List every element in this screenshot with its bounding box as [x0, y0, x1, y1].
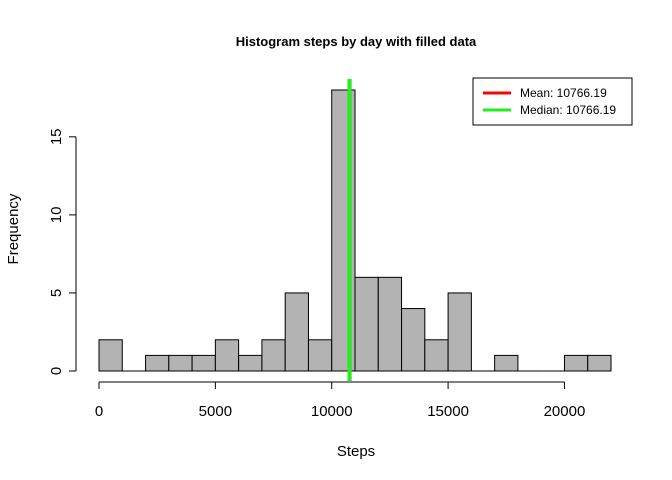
histogram-bar [424, 339, 449, 372]
chart-title: Histogram steps by day with filled data [236, 34, 477, 49]
x-tick-label: 0 [95, 403, 103, 420]
legend: Mean: 10766.19 Median: 10766.19 [472, 77, 633, 126]
legend-box [472, 77, 633, 126]
histogram-bar [191, 354, 216, 372]
y-tick-label: 5 [48, 289, 65, 297]
x-tick-label: 10000 [311, 403, 353, 420]
bars-group [98, 89, 612, 372]
histogram-bar [145, 354, 170, 372]
y-tick-label: 10 [48, 207, 65, 224]
histogram-bar [587, 354, 612, 372]
x-tick-label: 5000 [199, 403, 232, 420]
histogram-bar [307, 339, 333, 372]
histogram-bar [261, 339, 286, 372]
x-axis-label: Steps [337, 443, 375, 460]
histogram-bar [563, 354, 589, 372]
x-axis: 0 5000 10000 15000 20000 [95, 381, 586, 420]
y-axis-label: Frequency [5, 193, 22, 264]
histogram-bar [214, 339, 240, 372]
legend-entry-label: Mean: 10766.19 [520, 86, 607, 100]
histogram-bar [447, 292, 472, 372]
x-tick-label: 15000 [427, 403, 469, 420]
y-tick-label: 0 [48, 367, 65, 375]
histogram-bar [377, 276, 403, 372]
histogram-bar [494, 354, 519, 372]
histogram-bar [354, 276, 379, 372]
histogram-bar [238, 354, 263, 372]
histogram-bar [168, 354, 193, 372]
histogram-bar [284, 292, 309, 372]
x-tick-label: 20000 [544, 403, 586, 420]
y-tick-label: 15 [48, 128, 65, 145]
histogram-bar [98, 339, 123, 372]
y-axis: 0 5 10 15 [48, 128, 77, 375]
histogram-bar [401, 308, 426, 372]
legend-entry-label: Median: 10766.19 [520, 103, 616, 117]
